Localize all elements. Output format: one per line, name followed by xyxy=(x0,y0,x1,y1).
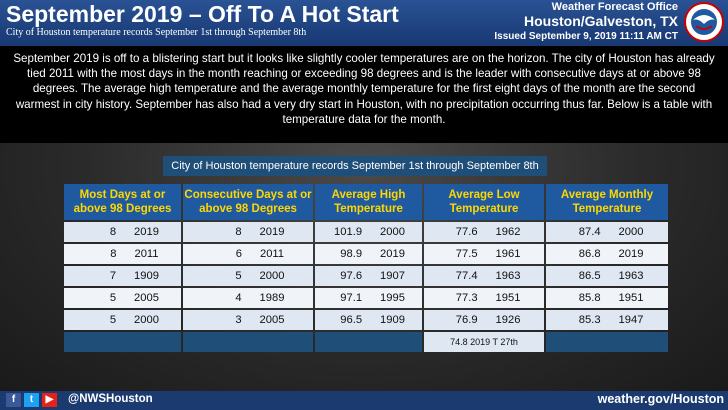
summary-paragraph: September 2019 is off to a blistering st… xyxy=(13,52,715,126)
table-cell: 86.5 1963 xyxy=(546,266,668,286)
header-consecutive-days: Consecutive Days at or above 98 Degrees xyxy=(183,184,313,220)
table-cell: 97.1 1995 xyxy=(315,288,422,308)
table-cell: 96.5 1909 xyxy=(315,310,422,330)
table-cell: 7 1909 xyxy=(64,266,181,286)
table-cell: 98.9 2019 xyxy=(315,244,422,264)
nws-logo-icon xyxy=(684,2,724,42)
table-row: 7 1909 5 2000 97.6 1907 77.4 1963 86.5 1963 xyxy=(64,266,668,286)
table-cell: 6 2011 xyxy=(183,244,313,264)
header-average-low: Average Low Temperature xyxy=(424,184,544,220)
table-row: 8 2011 6 2011 98.9 2019 77.5 1961 86.8 2019 xyxy=(64,244,668,264)
table-cell: 5 2005 xyxy=(64,288,181,308)
youtube-icon[interactable]: ▶ xyxy=(42,393,57,407)
table-header-row: Most Days at or above 98 Degrees Consecu… xyxy=(64,184,668,220)
table-cell: 77.4 1963 xyxy=(424,266,544,286)
header-banner: September 2019 – Off To A Hot Start City… xyxy=(0,0,728,46)
table-row-footer: 74.8 2019 T 27th xyxy=(64,332,668,352)
table-cell-empty xyxy=(315,332,422,352)
table-cell: 86.8 2019 xyxy=(546,244,668,264)
header-most-days: Most Days at or above 98 Degrees xyxy=(64,184,181,220)
table-cell: 8 2011 xyxy=(64,244,181,264)
table-cell: 8 2019 xyxy=(64,222,181,242)
table-cell: 77.3 1951 xyxy=(424,288,544,308)
table-cell: 3 2005 xyxy=(183,310,313,330)
office-line2: Houston/Galveston, TX xyxy=(523,13,678,29)
office-info: Weather Forecast Office Houston/Galvesto… xyxy=(494,1,678,42)
table-cell-empty xyxy=(64,332,181,352)
table-footnote: 74.8 2019 T 27th xyxy=(424,332,544,352)
table-cell: 85.8 1951 xyxy=(546,288,668,308)
table-row: 5 2000 3 2005 96.5 1909 76.9 1926 85.3 1947 xyxy=(64,310,668,330)
table-cell: 4 1989 xyxy=(183,288,313,308)
social-handle[interactable]: @NWSHouston xyxy=(68,393,153,405)
table-cell: 76.9 1926 xyxy=(424,310,544,330)
page-title: September 2019 – Off To A Hot Start xyxy=(6,1,399,27)
table-cell: 85.3 1947 xyxy=(546,310,668,330)
table-cell: 5 2000 xyxy=(64,310,181,330)
office-line1: Weather Forecast Office xyxy=(551,1,678,13)
header-average-high: Average High Temperature xyxy=(315,184,422,220)
page-subtitle: City of Houston temperature records Sept… xyxy=(6,27,307,38)
twitter-icon[interactable]: t xyxy=(24,393,39,407)
social-icons: f t ▶ xyxy=(6,393,57,407)
table-row: 5 2005 4 1989 97.1 1995 77.3 1951 85.8 1951 xyxy=(64,288,668,308)
table-cell: 77.6 1962 xyxy=(424,222,544,242)
header-average-monthly: Average Monthly Temperature xyxy=(546,184,668,220)
issued-timestamp: Issued September 9, 2019 11:11 AM CT xyxy=(494,31,678,42)
table-body: 8 2019 8 2019 101.9 2000 77.6 1962 87.4 2000 … xyxy=(64,222,668,352)
table-cell: 87.4 2000 xyxy=(546,222,668,242)
table-cell-empty xyxy=(183,332,313,352)
table-cell: 8 2019 xyxy=(183,222,313,242)
table-cell: 101.9 2000 xyxy=(315,222,422,242)
facebook-icon[interactable]: f xyxy=(6,393,21,407)
website-link[interactable]: weather.gov/Houston xyxy=(597,392,724,406)
table-cell: 97.6 1907 xyxy=(315,266,422,286)
table-cell-empty xyxy=(546,332,668,352)
temperature-table: Most Days at or above 98 Degrees Consecu… xyxy=(62,182,670,354)
table-cell: 77.5 1961 xyxy=(424,244,544,264)
table-row: 8 2019 8 2019 101.9 2000 77.6 1962 87.4 2000 xyxy=(64,222,668,242)
table-cell: 5 2000 xyxy=(183,266,313,286)
footer-bar: f t ▶ @NWSHouston weather.gov/Houston xyxy=(0,391,728,410)
table-caption: City of Houston temperature records Sept… xyxy=(163,156,547,176)
